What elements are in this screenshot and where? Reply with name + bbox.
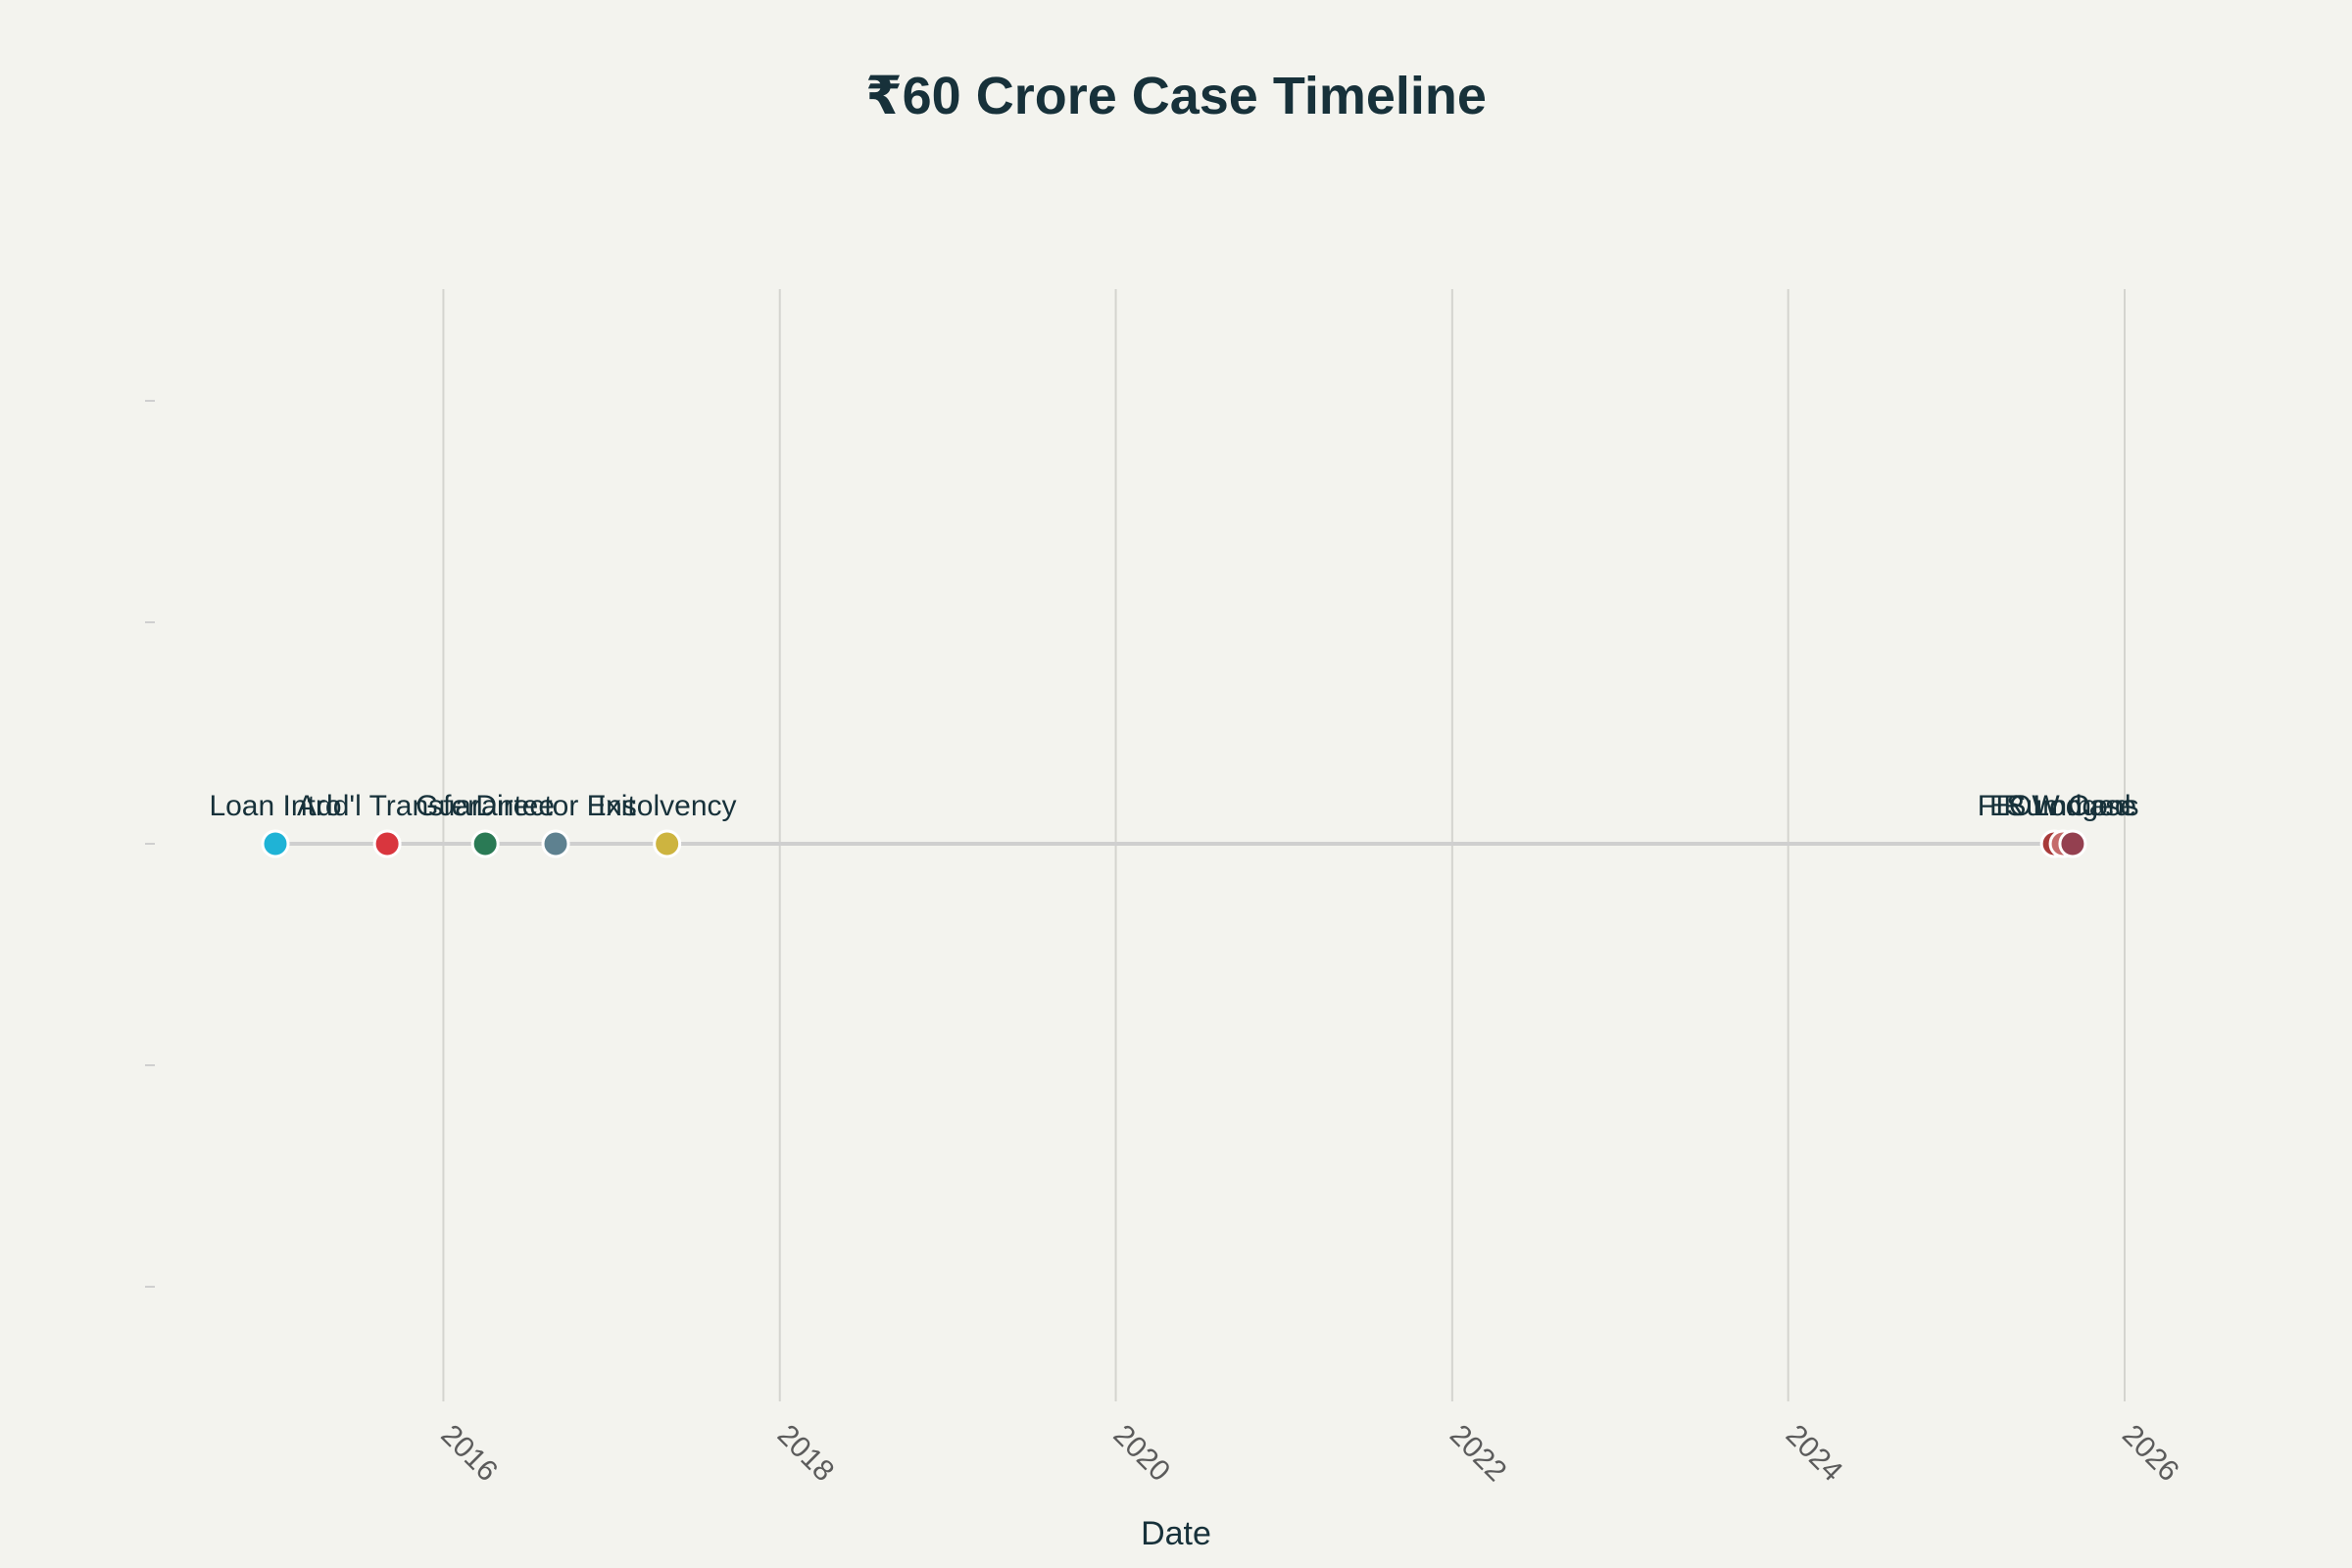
event-marker xyxy=(2058,829,2087,858)
chart-title: ₹60 Crore Case Timeline xyxy=(865,67,1487,125)
x-tick-label: 2024 xyxy=(1780,1419,1849,1489)
x-tick-label: 2020 xyxy=(1107,1419,1177,1489)
event-label: FIR Lodged xyxy=(1978,790,2132,822)
event-label: Insolvency xyxy=(598,790,737,822)
event-label: Summons xyxy=(2006,790,2138,822)
x-tick-label: 2016 xyxy=(434,1419,504,1489)
y-axis-ticks xyxy=(145,400,155,1288)
event-marker xyxy=(372,829,402,858)
event-marker xyxy=(541,829,570,858)
event-label: Director Exit xyxy=(475,790,636,822)
event-label: Guarantee xyxy=(416,790,555,822)
x-tick-label: 2018 xyxy=(771,1419,841,1489)
x-tick-label: 2022 xyxy=(1444,1419,1513,1489)
event-label: EOW Case xyxy=(1989,790,2136,822)
event-label: Add'l Transfer xyxy=(297,790,477,822)
event-marker xyxy=(261,829,290,858)
event-markers xyxy=(261,829,2087,858)
x-axis-tick-labels: 2016 2018 2020 2022 2024 2026 xyxy=(434,1419,2184,1489)
event-marker xyxy=(470,829,500,858)
event-marker xyxy=(653,829,682,858)
event-label: Loan Intro xyxy=(209,790,341,822)
x-tick-label: 2026 xyxy=(2116,1419,2185,1489)
x-axis-label: Date xyxy=(1141,1515,1211,1552)
